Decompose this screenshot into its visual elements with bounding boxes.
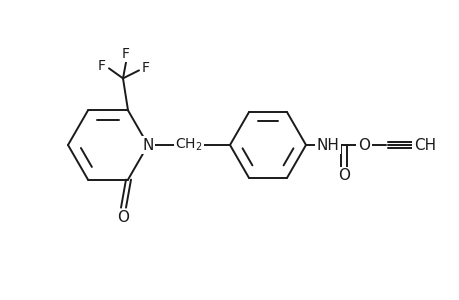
Text: N: N	[142, 137, 153, 152]
Text: F: F	[122, 47, 130, 61]
Text: O: O	[337, 169, 349, 184]
Text: F: F	[98, 59, 106, 74]
Text: O: O	[357, 137, 369, 152]
Text: NH: NH	[316, 137, 339, 152]
Text: CH: CH	[413, 137, 435, 152]
Text: F: F	[142, 61, 150, 75]
Text: O: O	[117, 210, 129, 225]
Text: CH$_2$: CH$_2$	[175, 137, 202, 153]
